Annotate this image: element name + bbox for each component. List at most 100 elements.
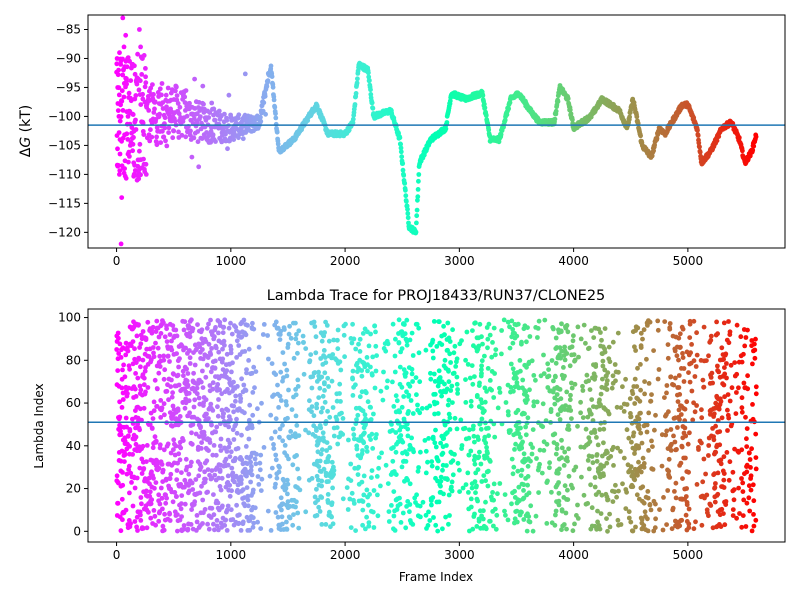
- lambda-point: [524, 339, 529, 345]
- delta-g-point: [263, 111, 268, 117]
- delta-g-point: [264, 84, 270, 89]
- lambda-point: [126, 490, 132, 496]
- lambda-point: [227, 493, 233, 499]
- lambda-point: [457, 489, 462, 494]
- lambda-point: [192, 397, 198, 403]
- lambda-point: [479, 358, 485, 364]
- lambda-point: [161, 527, 167, 533]
- lambda-point: [704, 507, 710, 513]
- lambda-point: [372, 385, 378, 391]
- lambda-point: [139, 501, 144, 507]
- delta-g-point: [174, 93, 180, 98]
- lambda-point: [317, 437, 323, 443]
- delta-g-y-tick-label: −120: [48, 225, 81, 239]
- delta-g-point: [126, 154, 132, 159]
- delta-g-point: [398, 141, 403, 147]
- lambda-point: [120, 397, 126, 402]
- lambda-point: [360, 331, 366, 336]
- lambda-point: [744, 426, 750, 431]
- lambda-point: [579, 474, 584, 480]
- lambda-point: [280, 501, 286, 507]
- lambda-point: [217, 484, 223, 489]
- lambda-point: [203, 374, 209, 380]
- lambda-point: [575, 423, 580, 429]
- lambda-point: [288, 335, 294, 341]
- lambda-point: [162, 412, 167, 418]
- delta-g-point: [120, 15, 126, 21]
- lambda-point: [415, 468, 421, 474]
- lambda-point: [752, 355, 758, 361]
- lambda-point: [599, 492, 605, 498]
- lambda-point: [398, 520, 404, 525]
- lambda-point: [206, 321, 211, 327]
- lambda-point: [555, 470, 561, 476]
- lambda-point: [204, 325, 210, 331]
- delta-g-point: [146, 108, 152, 113]
- lambda-point: [243, 332, 249, 338]
- lambda-point: [601, 440, 606, 446]
- lambda-point: [715, 331, 720, 337]
- delta-g-point: [222, 111, 227, 117]
- lambda-point: [293, 413, 299, 419]
- lambda-point: [590, 460, 596, 466]
- lambda-point: [719, 345, 725, 351]
- lambda-point: [472, 479, 478, 484]
- lambda-point: [542, 317, 548, 323]
- lambda-point: [436, 319, 442, 325]
- lambda-point: [668, 448, 674, 453]
- lambda-point: [721, 471, 727, 476]
- lambda-point: [524, 420, 530, 426]
- lambda-point: [573, 464, 579, 470]
- lambda-point: [666, 468, 672, 474]
- lambda-point: [558, 355, 563, 361]
- lambda-point: [373, 368, 379, 374]
- lambda-point: [392, 369, 398, 375]
- lambda-point: [664, 390, 669, 396]
- lambda-point: [226, 325, 232, 331]
- lambda-point: [273, 319, 279, 325]
- lambda-x-tick-label: 5000: [673, 548, 704, 562]
- lambda-point: [366, 343, 372, 349]
- lambda-point: [153, 522, 159, 528]
- delta-g-point: [627, 114, 632, 120]
- lambda-point: [717, 429, 723, 434]
- lambda-point: [128, 343, 134, 349]
- lambda-point: [231, 379, 236, 385]
- lambda-point: [133, 360, 139, 365]
- lambda-point: [410, 379, 415, 384]
- lambda-point: [222, 523, 228, 528]
- lambda-point: [522, 411, 527, 417]
- lambda-point: [361, 473, 367, 479]
- lambda-point: [430, 495, 436, 500]
- lambda-point: [151, 508, 157, 513]
- lambda-point: [405, 433, 411, 439]
- lambda-point: [454, 426, 460, 432]
- delta-g-point: [224, 118, 230, 123]
- lambda-point: [153, 438, 159, 444]
- lambda-point: [620, 384, 625, 390]
- lambda-point: [369, 431, 375, 437]
- delta-g-point: [163, 138, 168, 144]
- lambda-point: [474, 394, 480, 400]
- lambda-point: [742, 343, 748, 349]
- lambda-point: [524, 364, 529, 370]
- lambda-point: [160, 467, 166, 473]
- lambda-point: [604, 378, 610, 383]
- lambda-point: [125, 433, 131, 439]
- lambda-point: [676, 373, 682, 378]
- lambda-point: [120, 517, 125, 523]
- lambda-point: [198, 464, 204, 470]
- lambda-point: [188, 522, 194, 527]
- lambda-point: [283, 399, 289, 404]
- lambda-point: [385, 481, 391, 486]
- lambda-point: [276, 469, 282, 475]
- lambda-point: [371, 488, 377, 493]
- lambda-point: [418, 449, 423, 455]
- lambda-point: [515, 407, 521, 413]
- delta-g-axes-frame: [87, 14, 786, 249]
- lambda-point: [737, 511, 742, 516]
- lambda-point: [118, 432, 124, 437]
- lambda-point: [729, 385, 735, 391]
- lambda-point: [519, 339, 524, 345]
- lambda-point: [516, 431, 522, 437]
